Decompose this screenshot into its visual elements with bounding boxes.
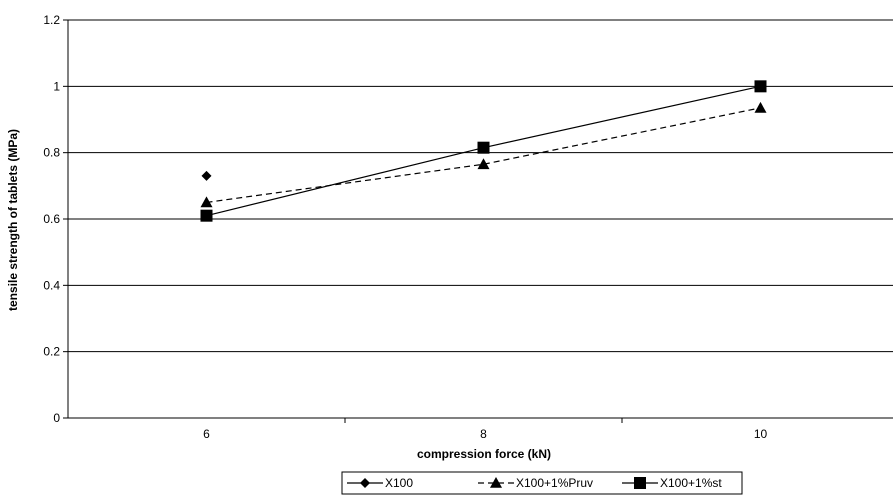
x-axis-title: compression force (kN)	[417, 447, 551, 461]
legend-marker-X100+1%st	[634, 477, 646, 489]
legend-label: X100+1%Pruv	[516, 476, 593, 490]
legend-label: X100+1%st	[660, 476, 722, 490]
data-point-X100+1%Pruv	[754, 101, 767, 113]
y-tick-label: 1.2	[43, 13, 60, 27]
legend: X100 X100+1%Pruv X100+1%st	[341, 471, 743, 495]
gridlines	[68, 19, 893, 353]
x-tick-labels: 6 8 10	[203, 427, 767, 441]
y-axis-title: tensile strength of tablets (MPa)	[6, 129, 20, 311]
axes	[63, 19, 893, 423]
y-tick-label: 0.8	[43, 146, 60, 160]
series-line-X100+1%Pruv	[206, 107, 761, 204]
data-point-X100+1%st	[477, 141, 490, 154]
y-tick-label: 1	[53, 79, 60, 93]
data-point-X100+1%Pruv	[200, 196, 213, 208]
legend-label: X100	[385, 476, 413, 490]
series-layer	[200, 80, 767, 222]
y-tick-label: 0.2	[43, 345, 60, 359]
legend-marker-X100	[360, 478, 370, 488]
x-tick-label: 10	[754, 427, 768, 441]
data-point-X100	[201, 170, 212, 181]
x-tick-label: 6	[203, 427, 210, 441]
legend-marker-X100+1%Pruv	[490, 477, 502, 488]
y-tick-label: 0.6	[43, 212, 60, 226]
y-tick-label: 0.4	[43, 278, 60, 292]
data-point-X100+1%st	[200, 209, 213, 222]
data-point-X100+1%st	[754, 80, 767, 93]
y-tick-labels: 0 0.2 0.4 0.6 0.8 1 1.2	[43, 13, 60, 425]
x-tick-label: 8	[480, 427, 487, 441]
data-point-X100+1%Pruv	[477, 158, 490, 170]
y-tick-label: 0	[53, 411, 60, 425]
